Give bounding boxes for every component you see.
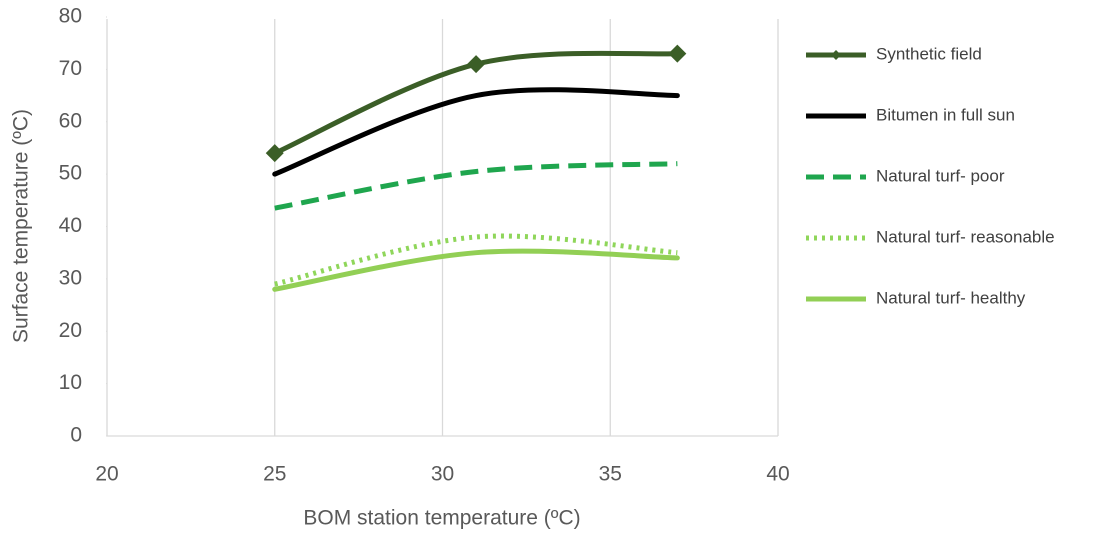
y-tick-label: 10 xyxy=(59,371,82,394)
series-line xyxy=(274,161,678,211)
y-tick-label: 60 xyxy=(59,109,82,132)
legend-marker xyxy=(831,50,841,60)
x-tick-label: 25 xyxy=(263,463,286,486)
marker xyxy=(467,55,486,74)
series-line xyxy=(272,248,680,292)
x-tick-label: 20 xyxy=(95,463,118,486)
legend-label: Natural turf- healthy xyxy=(876,288,1026,307)
legend-label: Synthetic field xyxy=(876,44,982,63)
x-tick-label: 30 xyxy=(431,463,454,486)
y-tick-label: 80 xyxy=(59,5,82,28)
x-tick-label: 35 xyxy=(599,463,622,486)
series-line xyxy=(272,87,680,177)
legend-label: Bitumen in full sun xyxy=(876,105,1015,124)
x-axis-title: BOM station temperature (ºC) xyxy=(303,507,580,530)
x-tick-label: 40 xyxy=(766,463,789,486)
y-tick-label: 0 xyxy=(70,424,82,447)
legend-label: Natural turf- poor xyxy=(876,166,1005,185)
marker xyxy=(668,44,687,63)
y-tick-label: 40 xyxy=(59,214,82,237)
y-tick-label: 50 xyxy=(59,162,82,185)
y-axis-title: Surface temperature (ºC) xyxy=(10,109,33,343)
y-tick-label: 30 xyxy=(59,266,82,289)
y-tick-label: 20 xyxy=(59,319,82,342)
y-tick-label: 70 xyxy=(59,57,82,80)
marker xyxy=(265,144,284,163)
series-line xyxy=(274,233,678,287)
legend-label: Natural turf- reasonable xyxy=(876,227,1055,246)
